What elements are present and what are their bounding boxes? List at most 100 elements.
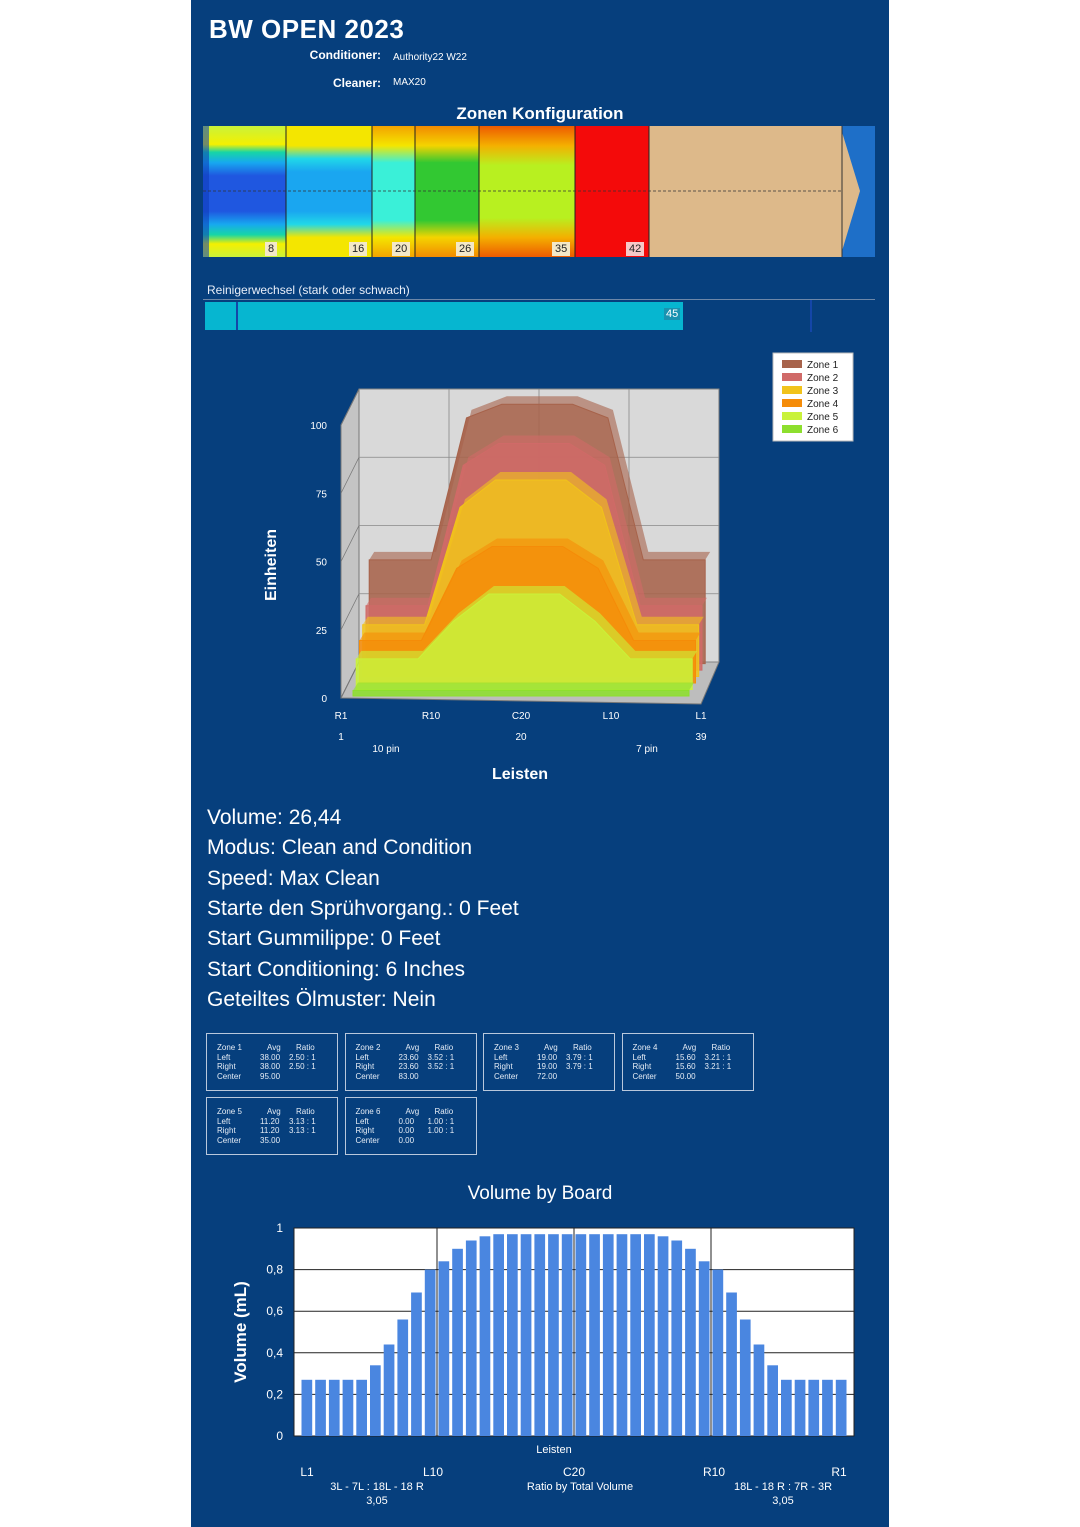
zone-table-row: Zone 5 Avg Ratio [217, 1107, 332, 1117]
bar-board-18 [534, 1234, 546, 1436]
zone-boundary-2: 16 [349, 242, 368, 256]
zone-table-cell: 19.00 [537, 1052, 558, 1062]
zone-table-cell: 19.00 [537, 1062, 558, 1071]
bar-board-12 [452, 1248, 463, 1436]
zone-table-cell: Center [355, 1135, 380, 1145]
cleaner-divider [203, 299, 875, 300]
grid-line-depth [340, 593, 360, 630]
series-area-zone-6 [352, 690, 690, 697]
zone-table-cell: Zone 1 [217, 1043, 242, 1052]
bar-board-36 [781, 1379, 792, 1436]
legend-swatch [782, 386, 802, 394]
zone-table: Zone 4 Avg Ratio Left 15.60 3.21 : 1 Right 15.6… [621, 1033, 754, 1091]
bar-board-10 [424, 1269, 436, 1436]
bar-board-3 [328, 1379, 340, 1436]
zone-table-row: Left 19.00 3.79 : 1 [494, 1053, 609, 1063]
info-mode: Modus: Clean and Condition [207, 836, 473, 859]
y-tick-label: 0 [321, 694, 327, 705]
zone-table-cell: 72.00 [537, 1071, 558, 1081]
x-tick-label: L1 [695, 711, 707, 722]
zone-table-cell: 15.60 [675, 1062, 696, 1071]
volume-by-board-chart: 0 0,2 0,4 0,6 0,8 1 Leisten L1 L10 C20 R10 R1 3L - 7… [231, 1221, 855, 1507]
bar-board-8 [397, 1319, 409, 1436]
volume-by-board-title: Volume by Board [467, 1183, 613, 1204]
zone-table-cell: Right [217, 1062, 236, 1071]
zone-table-cell: Left [632, 1052, 646, 1062]
zone-table: Zone 5 Avg Ratio Left 11.20 3.13 : 1 Right 11.2… [206, 1097, 338, 1155]
legend-label: Zone 2 [807, 373, 839, 384]
x-axis-title: Leisten [492, 766, 548, 783]
zone-boundary-5: 35 [552, 242, 571, 256]
bar-board-11 [438, 1261, 450, 1436]
bar-board-39 [822, 1379, 833, 1436]
bar-board-22 [589, 1234, 600, 1436]
zone-table-row: Center 35.00 [217, 1136, 332, 1146]
y-tick-label: 1 [276, 1221, 283, 1235]
legend-swatch [782, 360, 802, 368]
zone-table-cell: Ratio [711, 1043, 731, 1052]
y-tick-label: 50 [316, 558, 328, 569]
legend-label: Zone 6 [807, 425, 839, 436]
series-top-zone-5 [356, 586, 698, 659]
zone-boundary-3: 20 [392, 242, 411, 256]
bar-board-21 [575, 1234, 587, 1436]
bar-board-32 [726, 1292, 737, 1436]
bar-board-30 [698, 1261, 710, 1436]
bar-board-37 [794, 1379, 806, 1436]
zone-table-cell: Right [355, 1062, 375, 1071]
y-tick-label: 0 [276, 1429, 283, 1443]
zone-table-cell: Zone 6 [355, 1107, 381, 1116]
zone-table-cell: Left [355, 1116, 369, 1126]
x-tick-label: L1 [300, 1465, 314, 1479]
y-tick-label: 0,4 [266, 1346, 283, 1360]
cleaner-marker-left [236, 302, 238, 330]
zone-table: Zone 6 Avg Ratio Left 0.00 1.00 : 1 Right 0.00 1… [344, 1097, 477, 1155]
page-title: BW OPEN 2023 [209, 14, 405, 44]
zone-table-row: Zone 3 Avg Ratio [494, 1043, 609, 1053]
bar-board-20 [561, 1234, 573, 1436]
bar-board-25 [630, 1234, 641, 1436]
bar-board-15 [493, 1234, 504, 1436]
bar-board-35 [767, 1365, 778, 1436]
zone-table-cell: Left [217, 1052, 231, 1062]
y-tick-label: 100 [310, 421, 327, 432]
zone-table-cell: 1.00 : 1 [427, 1116, 455, 1126]
zone-boundary-1: 8 [265, 242, 278, 256]
info-split-pattern: Geteiltes Ölmuster: Nein [207, 988, 436, 1011]
zone-table-cell: Ratio [296, 1107, 315, 1116]
zone-table-cell: Avg [267, 1043, 281, 1052]
cleaner-marker-right [810, 300, 812, 332]
zone-table-cell: Right [632, 1062, 652, 1071]
zone-table-row: Left 0.00 1.00 : 1 [356, 1117, 471, 1127]
bar-board-40 [835, 1379, 847, 1436]
zone-table-cell: 0.00 [398, 1126, 415, 1135]
zone-table-cell: 11.20 [260, 1116, 280, 1126]
bar-board-28 [671, 1240, 683, 1436]
zone-table-cell: 95.00 [260, 1071, 281, 1081]
zone-table-cell: 3.79 : 1 [566, 1062, 593, 1071]
zone-table-cell: 3.52 : 1 [427, 1052, 455, 1062]
zone-table-row: Left 11.20 3.13 : 1 [217, 1117, 332, 1127]
ratio-left-value: 3,05 [366, 1495, 387, 1507]
zone-table-row: Center 50.00 [633, 1072, 748, 1082]
bar-board-19 [548, 1234, 559, 1436]
zone-table-row: Right 19.00 3.79 : 1 [494, 1062, 609, 1072]
zone-table-cell: 3.52 : 1 [427, 1062, 455, 1071]
bar-board-29 [685, 1248, 696, 1436]
zone-table-cell: Avg [405, 1107, 420, 1116]
info-spray-start: Starte den Sprühvorgang.: 0 Feet [207, 897, 519, 920]
pin-label-right: 7 pin [636, 744, 658, 755]
bar-board-27 [657, 1236, 669, 1436]
x-board-number: 20 [515, 732, 527, 743]
zone-table-cell: 2.50 : 1 [289, 1062, 316, 1071]
zone-table-row: Zone 4 Avg Ratio [633, 1043, 748, 1053]
zone-table-row: Left 23.60 3.52 : 1 [356, 1053, 471, 1063]
bar-board-16 [507, 1234, 518, 1436]
cleaner-value: MAX20 [393, 77, 426, 88]
x-tick-label: C20 [563, 1465, 585, 1479]
zone-table-cell: Avg [682, 1043, 697, 1052]
zone-table-row: Left 38.00 2.50 : 1 [217, 1053, 332, 1063]
zone-table-cell: 23.60 [398, 1052, 419, 1062]
zone-table: Zone 3 Avg Ratio Left 19.00 3.79 : 1 Right 19.0… [483, 1033, 615, 1091]
zone-table-cell: Zone 4 [632, 1043, 658, 1052]
